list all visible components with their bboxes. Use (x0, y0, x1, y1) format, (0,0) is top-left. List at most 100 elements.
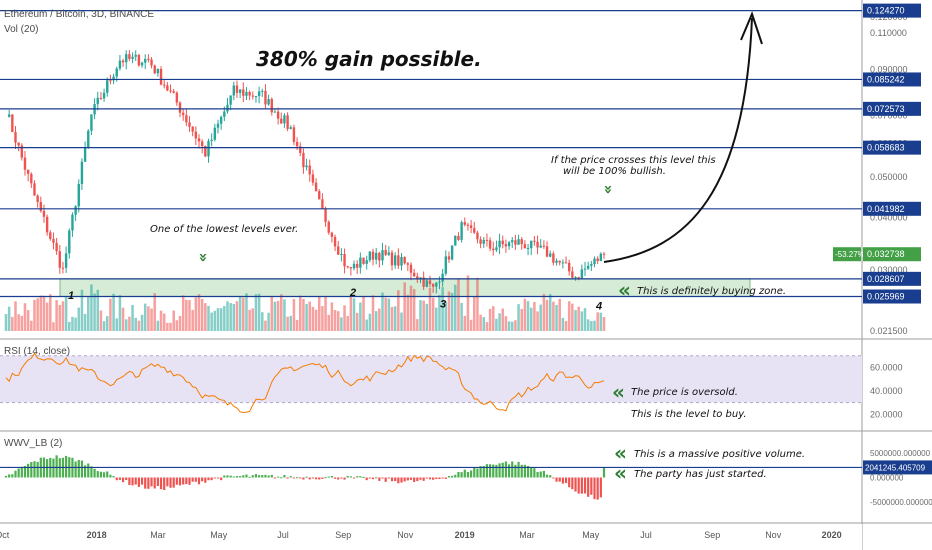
wwv-bar (435, 477, 438, 480)
volume-bar (346, 316, 349, 331)
candle-body (295, 141, 299, 147)
wwv-bar (125, 477, 128, 481)
wwv-bar (384, 477, 387, 482)
candle-body (188, 122, 191, 127)
wwv-bar (501, 462, 504, 478)
candle-body (229, 95, 232, 105)
wwv-bar (381, 477, 384, 479)
volume-bar (321, 306, 324, 331)
rsi-tick-label: 60.0000 (870, 362, 903, 372)
wwv-bar (280, 477, 283, 479)
volume-bar (96, 289, 100, 331)
candle-body (564, 262, 568, 264)
wwv-bar (267, 475, 270, 478)
candle-body (441, 273, 444, 282)
wwv-bar (52, 458, 55, 478)
candle-body (416, 276, 419, 280)
volume-bar (232, 304, 236, 331)
rsi-label: RSI (14, close) (4, 346, 71, 357)
candle-body (96, 97, 99, 105)
volume-bar (36, 298, 39, 331)
wwv-bar (596, 477, 599, 500)
candle-body (476, 232, 479, 240)
volume-bar (30, 320, 33, 331)
candle-body (365, 260, 368, 264)
candle-body (321, 199, 324, 209)
volume-bar (561, 317, 565, 331)
wwv-bar (419, 477, 422, 480)
candle-body (479, 239, 482, 244)
level-tag (863, 271, 921, 286)
wwv-bar (409, 477, 413, 480)
volume-bar (548, 294, 552, 331)
volume-bar (235, 301, 239, 331)
wwv-bar (555, 477, 558, 482)
candle-body (153, 65, 156, 74)
volume-bar (153, 293, 156, 331)
volume-bar (466, 275, 470, 331)
candle-body (308, 165, 311, 175)
candle-body (580, 269, 584, 279)
volume-bar (112, 293, 115, 331)
wwv-bar (87, 463, 90, 478)
candle-body (232, 85, 236, 96)
wwv-bar (245, 474, 248, 478)
candle-body (488, 240, 492, 249)
candle-body (586, 265, 590, 269)
wwv-bar (504, 461, 508, 478)
candle-body (530, 240, 533, 249)
wwv-bar (473, 467, 476, 478)
volume-bar (156, 320, 160, 331)
wwv-bar (476, 468, 479, 478)
chevron-down-icon: » (599, 184, 618, 195)
candle-body (574, 277, 577, 279)
volume-bar (181, 295, 185, 331)
wwv-bar (175, 477, 178, 485)
volume-bar (539, 304, 542, 331)
candle-body (599, 253, 603, 262)
candle-body (109, 80, 112, 82)
candle-body (267, 99, 270, 105)
level-tag-label: 0.028607 (867, 274, 905, 284)
wwv-bar (454, 474, 457, 478)
candle-body (523, 244, 527, 249)
volume-bar (454, 284, 457, 331)
level-tag-label: 0.085242 (867, 74, 905, 84)
volume-bar (479, 314, 482, 331)
wwv-bar (520, 464, 523, 478)
wwv-bar (371, 477, 375, 480)
candle-body (305, 165, 308, 168)
candle-body (302, 152, 305, 168)
level-tag (863, 72, 921, 87)
wwv-bar (536, 471, 539, 478)
volume-bar (590, 321, 593, 331)
wwv-bar (318, 477, 321, 480)
wwv-bar (210, 477, 213, 481)
candle-body (507, 242, 511, 247)
volume-bar (4, 314, 8, 331)
wwv-bar (340, 477, 343, 479)
wwv-bar (539, 471, 542, 478)
wwv-bar (194, 477, 197, 482)
candle-body (191, 126, 194, 132)
candle-body (45, 216, 49, 233)
volume-bar (599, 312, 603, 331)
wwv-bar (460, 472, 463, 478)
volume-bar (378, 308, 381, 331)
wwv-bar (182, 477, 185, 485)
wwv-bar (207, 477, 210, 481)
wwv-bar (413, 477, 416, 482)
wwv-bar (488, 464, 492, 478)
wwv-bar (65, 455, 68, 478)
wwv-bar (311, 477, 315, 479)
candle-body (213, 127, 217, 140)
level-tag-label: 0.072573 (867, 104, 905, 114)
candle-body (169, 90, 172, 92)
wwv-bar (46, 459, 49, 478)
candle-body (362, 257, 365, 264)
wwv-bar (178, 477, 182, 486)
candle-body (20, 145, 24, 158)
candle-body (77, 184, 80, 207)
candle-body (400, 257, 403, 266)
